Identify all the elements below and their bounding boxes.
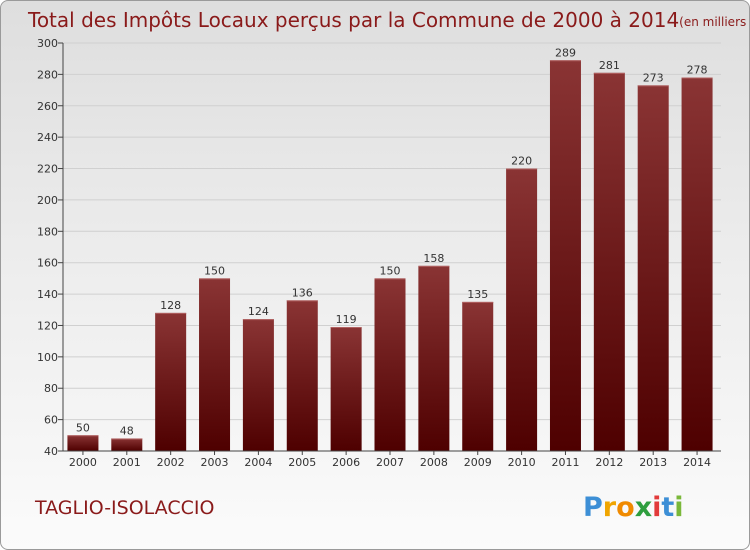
- x-tick-label: 2001: [113, 456, 141, 469]
- bar-value-label: 136: [292, 286, 313, 299]
- bar-value-label: 50: [76, 421, 90, 434]
- bar-2011: [549, 60, 581, 452]
- y-tick-label: 300: [37, 37, 58, 50]
- bar-2008: [418, 265, 450, 451]
- y-tick-label: 80: [44, 382, 58, 395]
- bar-value-label: 119: [336, 313, 357, 326]
- logo-letter-6: t: [661, 492, 674, 523]
- y-axis-ticks: 40 60 80 100 120 140 160 180 200 220 240 260 280 300: [37, 37, 63, 458]
- x-tick-label: 2014: [683, 456, 711, 469]
- x-axis-ticks: 2000 2001 2002 2003 2004 2005 2006 2007 2008 2009…: [69, 451, 711, 469]
- bar-value-label: 48: [120, 424, 134, 437]
- bar-2009: [462, 301, 494, 451]
- x-tick-label: 2000: [69, 456, 97, 469]
- bar-value-label: 128: [160, 299, 181, 312]
- bar-value-label: 150: [204, 264, 225, 277]
- x-tick-label: 2012: [595, 456, 623, 469]
- bar-2010: [506, 168, 538, 452]
- logo-letter-1: P: [583, 492, 603, 523]
- bar-2012: [593, 72, 625, 452]
- bar-2002: [155, 312, 187, 451]
- y-tick-label: 140: [37, 288, 58, 301]
- bar-value-label: 289: [555, 46, 576, 59]
- bar-value-label: 281: [599, 59, 620, 72]
- y-tick-label: 260: [37, 100, 58, 113]
- proxiti-logo: Proxiti: [583, 492, 684, 523]
- x-tick-label: 2002: [157, 456, 185, 469]
- bar-value-label: 158: [423, 252, 444, 265]
- y-tick-label: 120: [37, 319, 58, 332]
- chart-title: Total des Impôts Locaux perçus par la Co…: [27, 8, 750, 32]
- bar-2006: [330, 327, 362, 451]
- bar-2013: [637, 85, 669, 451]
- y-tick-label: 180: [37, 225, 58, 238]
- bar-2003: [199, 278, 231, 451]
- commune-name: TAGLIO-ISOLACCIO: [34, 497, 214, 519]
- bar-2004: [242, 319, 274, 451]
- chart-title-main: Total des Impôts Locaux perçus par la Co…: [27, 8, 679, 32]
- bar-value-label: 124: [248, 305, 269, 318]
- bar-value-label: 135: [467, 288, 488, 301]
- x-tick-label: 2003: [201, 456, 229, 469]
- x-tick-label: 2005: [288, 456, 316, 469]
- logo-letter-4: x: [635, 492, 652, 523]
- bar-2001: [111, 438, 143, 451]
- logo-letter-3: o: [616, 492, 635, 523]
- x-tick-label: 2008: [420, 456, 448, 469]
- bar-value-label: 150: [380, 264, 401, 277]
- logo-letter-2: r: [603, 492, 617, 523]
- bar-2000: [67, 435, 99, 451]
- y-tick-label: 160: [37, 257, 58, 270]
- y-tick-label: 40: [44, 445, 58, 458]
- x-tick-label: 2007: [376, 456, 404, 469]
- y-tick-label: 240: [37, 131, 58, 144]
- y-tick-label: 60: [44, 414, 58, 427]
- x-tick-label: 2006: [332, 456, 360, 469]
- x-tick-label: 2011: [551, 456, 579, 469]
- x-tick-label: 2009: [464, 456, 492, 469]
- bar-2005: [286, 300, 318, 451]
- y-tick-label: 200: [37, 194, 58, 207]
- x-tick-label: 2013: [639, 456, 667, 469]
- logo-letter-7: i: [674, 492, 683, 523]
- y-tick-label: 100: [37, 351, 58, 364]
- bar-value-label: 220: [511, 155, 532, 168]
- bar-2014: [681, 77, 713, 452]
- x-tick-label: 2004: [244, 456, 272, 469]
- x-tick-label: 2010: [508, 456, 536, 469]
- y-tick-label: 220: [37, 163, 58, 176]
- logo-letter-5: i: [652, 492, 661, 523]
- y-tick-label: 280: [37, 68, 58, 81]
- bar-value-label: 273: [643, 71, 664, 84]
- axis-layer: [62, 43, 721, 452]
- bar-value-label: 278: [687, 64, 708, 77]
- bar-layer: 50 48 128 150 124 136 119 150 158 135 220 289 281 273…: [67, 46, 713, 452]
- bar-2007: [374, 278, 406, 451]
- chart-subtitle: (en milliers d'€): [679, 15, 750, 29]
